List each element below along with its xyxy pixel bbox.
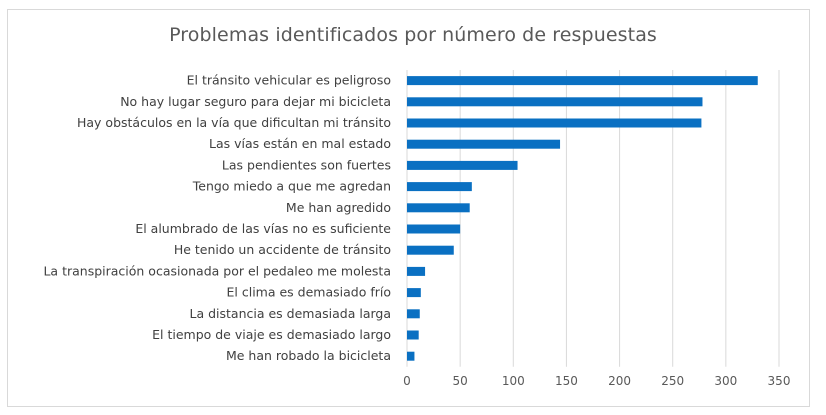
category-label: La transpiración ocasionada por el pedal… bbox=[43, 263, 391, 278]
x-tick-label: 350 bbox=[768, 374, 791, 388]
bar bbox=[407, 351, 415, 361]
category-label: Me han robado la bicicleta bbox=[226, 348, 391, 363]
bar bbox=[407, 76, 758, 86]
x-tick-label: 300 bbox=[714, 374, 737, 388]
x-tick-label: 200 bbox=[608, 374, 631, 388]
category-label: La distancia es demasiada larga bbox=[190, 306, 391, 321]
category-label: He tenido un accidente de tránsito bbox=[174, 242, 391, 257]
grid-lines bbox=[406, 70, 780, 367]
category-label: El tiempo de viaje es demasiado largo bbox=[152, 327, 391, 342]
bar bbox=[407, 160, 518, 170]
category-label: Tengo miedo a que me agredan bbox=[192, 179, 391, 194]
bar bbox=[407, 182, 472, 192]
bar bbox=[407, 203, 470, 213]
bar bbox=[407, 309, 420, 319]
category-label: No hay lugar seguro para dejar mi bicicl… bbox=[120, 94, 391, 109]
category-label: El alumbrado de las vías no es suficient… bbox=[135, 221, 391, 236]
bar bbox=[407, 118, 702, 128]
category-label: Las pendientes son fuertes bbox=[222, 157, 391, 172]
category-label: Las vías están en mal estado bbox=[209, 136, 391, 151]
category-label: El tránsito vehicular es peligroso bbox=[187, 73, 391, 88]
x-tick-label: 100 bbox=[502, 374, 525, 388]
bar bbox=[407, 330, 419, 340]
bars bbox=[407, 76, 758, 361]
x-tick-label: 150 bbox=[555, 374, 578, 388]
x-tick-label: 50 bbox=[453, 374, 468, 388]
bar bbox=[407, 288, 421, 298]
category-label: Me han agredido bbox=[286, 200, 391, 215]
x-axis-tick-labels: 0 50 100 150 200 250 300 350 bbox=[403, 374, 790, 388]
bar bbox=[407, 224, 461, 234]
x-tick-label: 250 bbox=[661, 374, 684, 388]
category-label: El clima es demasiado frío bbox=[227, 285, 391, 300]
bar bbox=[407, 266, 426, 276]
chart-title: Problemas identificados por número de re… bbox=[169, 24, 657, 46]
bar bbox=[407, 139, 561, 149]
x-tick-label: 0 bbox=[403, 374, 411, 388]
bar bbox=[407, 97, 703, 107]
bar bbox=[407, 245, 454, 255]
category-labels: El tránsito vehicular es peligroso No hay… bbox=[43, 73, 391, 364]
category-label: Hay obstáculos en la vía que dificultan … bbox=[77, 115, 391, 130]
